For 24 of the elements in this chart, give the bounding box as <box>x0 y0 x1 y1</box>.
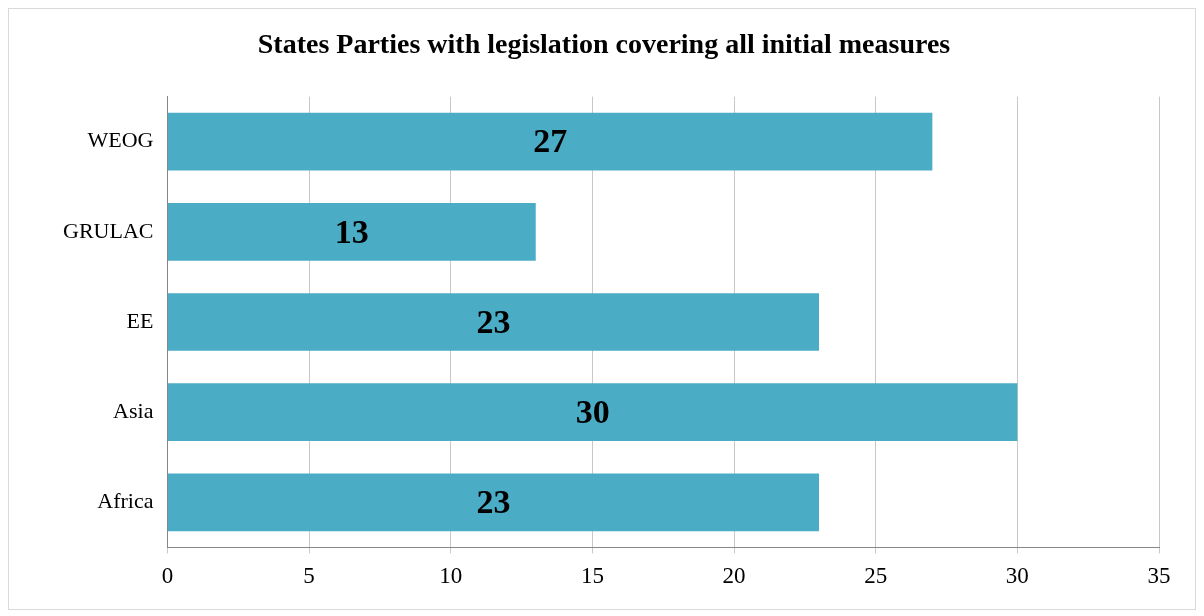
bar <box>167 202 536 261</box>
chart-title: States Parties with legislation covering all initial measures <box>257 28 951 60</box>
x-tick-label: 5 <box>303 563 315 589</box>
x-tick-label: 10 <box>439 563 463 589</box>
x-tick-label: 35 <box>1147 563 1171 589</box>
y-tick-label: Asia <box>113 397 154 423</box>
x-tick-label: 20 <box>722 563 746 589</box>
bar <box>167 112 933 171</box>
x-tick-label: 0 <box>161 563 174 589</box>
bar <box>167 473 820 532</box>
data-label: 23 <box>476 302 511 340</box>
x-tick-label: 30 <box>1005 563 1029 589</box>
y-tick-label: Africa <box>97 488 154 514</box>
y-tick-label: WEOG <box>87 127 154 153</box>
bar <box>167 383 1018 442</box>
y-tick-label: GRULAC <box>63 217 154 243</box>
x-tick-label: 25 <box>864 563 888 589</box>
bar <box>167 293 820 351</box>
data-label: 13 <box>334 212 369 250</box>
data-label: 30 <box>575 392 610 430</box>
data-label: 23 <box>476 483 511 521</box>
y-tick-label: EE <box>126 307 154 333</box>
x-tick-label: 15 <box>580 563 604 589</box>
data-label: 27 <box>533 122 568 160</box>
